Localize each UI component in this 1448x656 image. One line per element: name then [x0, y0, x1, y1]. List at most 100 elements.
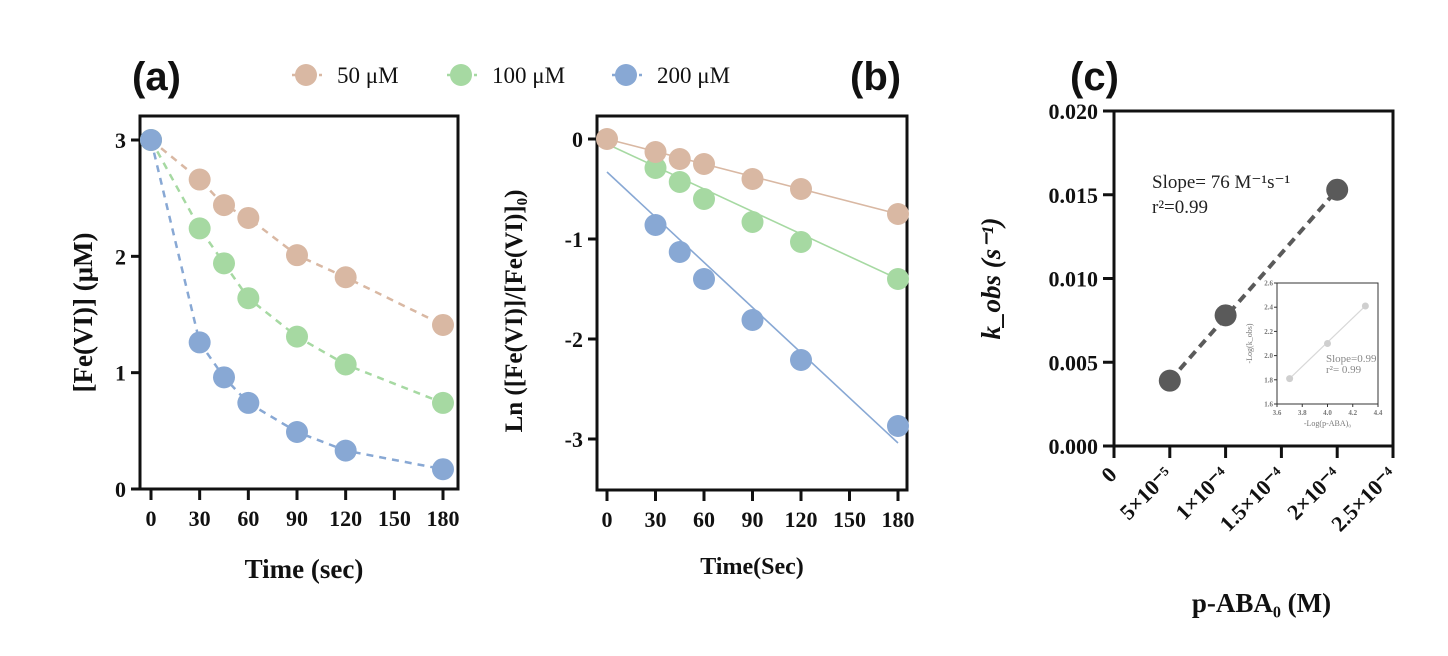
- inset-y-tick-label: 1.8: [1264, 376, 1273, 384]
- data-point: [790, 349, 812, 371]
- y-tick-label: 0.010: [1049, 267, 1099, 292]
- x-tick-label: 180: [427, 506, 460, 531]
- y-tick-label: -1: [565, 227, 583, 252]
- legend-label: 100 μM: [492, 63, 565, 88]
- x-tick-label: 30: [189, 506, 211, 531]
- data-point: [790, 178, 812, 200]
- x-tick-label: 0: [1096, 462, 1121, 487]
- series-markers: [644, 214, 909, 437]
- data-point: [237, 206, 260, 229]
- data-point: [213, 366, 235, 389]
- data-point: [286, 325, 308, 348]
- y-tick-label: 0.020: [1049, 99, 1099, 124]
- data-point: [741, 309, 764, 331]
- data-point: [693, 188, 715, 210]
- data-point: [286, 244, 308, 267]
- inset-data-point: [1324, 340, 1331, 347]
- data-point: [644, 141, 667, 163]
- x-tick-label: 90: [742, 507, 764, 532]
- x-tick-label: 150: [378, 506, 411, 531]
- slope-annotation: Slope= 76 M⁻¹s⁻¹: [1152, 172, 1291, 193]
- fit-line: [1168, 188, 1339, 382]
- data-point: [668, 241, 691, 263]
- inset-chart: 1.6 1.8 2.0 2.2 2.4 2.6 3.6 3.8 4.0 4.2 4.4 -Log(p-…: [1245, 280, 1383, 429]
- data-point: [140, 129, 162, 151]
- x-tick-label: 0: [146, 506, 157, 531]
- inset-x-tick-label: 3.8: [1298, 409, 1307, 417]
- data-point: [887, 268, 909, 290]
- data-point: [213, 252, 235, 275]
- inset-x-tick-label: 4.4: [1374, 409, 1383, 417]
- data-point: [188, 168, 211, 191]
- legend-item: 50 μM: [292, 63, 399, 88]
- x-tick-label: 90: [286, 506, 308, 531]
- legend-marker: [295, 64, 317, 86]
- inset-y-tick-label: 2.2: [1264, 328, 1273, 336]
- inset-y-tick-label: 1.6: [1264, 401, 1273, 409]
- data-point: [188, 331, 211, 354]
- data-point: [596, 128, 618, 150]
- y-tick-label: 3: [115, 128, 126, 153]
- panel-c: 0.0000.0050.0100.0150.02005×10⁻⁵1×10⁻⁴1.…: [976, 99, 1401, 618]
- data-point: [334, 439, 357, 462]
- data-point: [668, 171, 691, 193]
- inset-x-tick-label: 4.0: [1323, 409, 1332, 417]
- inset-x-axis-title: -Log(p-ABA)₀: [1304, 419, 1351, 428]
- panel-label-b: (b): [850, 55, 901, 99]
- y-axis-title: [Fe(VI)] (μM): [68, 233, 98, 393]
- x-tick-label: 180: [882, 507, 915, 532]
- data-point: [213, 194, 235, 217]
- inset-x-tick-label: 3.6: [1273, 409, 1282, 417]
- x-axis-title: Time(Sec): [700, 554, 804, 580]
- series-markers: [596, 128, 909, 225]
- series-markers: [644, 157, 909, 290]
- legend-item: 100 μM: [447, 63, 565, 88]
- data-point: [741, 168, 764, 190]
- data-point: [237, 287, 260, 310]
- data-point: [1214, 304, 1237, 327]
- data-point: [432, 391, 454, 414]
- x-tick-label: 60: [237, 506, 259, 531]
- x-axis-title: Time (sec): [245, 554, 364, 584]
- r2-annotation: r²=0.99: [1152, 197, 1208, 218]
- data-point: [286, 420, 308, 443]
- y-tick-label: 1: [115, 361, 126, 386]
- legend-label: 200 μM: [657, 63, 730, 88]
- data-point: [188, 217, 211, 240]
- inset-y-axis-title: -Log(k_obs): [1245, 323, 1254, 363]
- legend: 50 μM 100 μM 200 μM: [292, 63, 730, 88]
- data-point: [693, 153, 715, 175]
- x-tick-label: 150: [833, 507, 866, 532]
- inset-x-tick-label: 4.2: [1348, 409, 1357, 417]
- x-tick-label: 5×10⁻⁵: [1115, 462, 1178, 525]
- data-point: [644, 214, 667, 236]
- legend-item: 200 μM: [612, 63, 730, 88]
- data-point: [887, 415, 909, 437]
- y-tick-label: 0.000: [1049, 434, 1099, 459]
- y-tick-label: 2: [115, 244, 126, 269]
- data-point: [741, 211, 764, 233]
- legend-marker: [615, 64, 637, 86]
- y-axis-title: k_obs (s⁻¹): [976, 217, 1006, 339]
- series-markers: [140, 129, 454, 414]
- inset-data-point: [1361, 302, 1369, 310]
- inset-y-tick-label: 2.0: [1264, 352, 1273, 360]
- data-point: [1158, 369, 1181, 392]
- x-tick-label: 60: [693, 507, 715, 532]
- data-point: [693, 268, 715, 290]
- x-tick-label: 0: [602, 507, 613, 532]
- x-tick-label: 120: [329, 506, 362, 531]
- y-tick-label: -3: [565, 427, 583, 452]
- panel-b: 0 -1 -2 -3 0 30 60 90 120 150 180 Time(Sec) Ln ([Fe(…: [501, 114, 915, 580]
- panel-label-a: (a): [132, 55, 181, 99]
- plot-frame: [138, 114, 460, 491]
- y-tick-label: 0: [115, 477, 126, 502]
- data-point: [790, 231, 812, 253]
- data-point: [334, 266, 357, 289]
- x-tick-label: 30: [645, 507, 667, 532]
- y-tick-label: 0.005: [1049, 350, 1099, 375]
- inset-data-point: [1286, 375, 1294, 383]
- inset-y-tick-label: 2.6: [1264, 280, 1273, 288]
